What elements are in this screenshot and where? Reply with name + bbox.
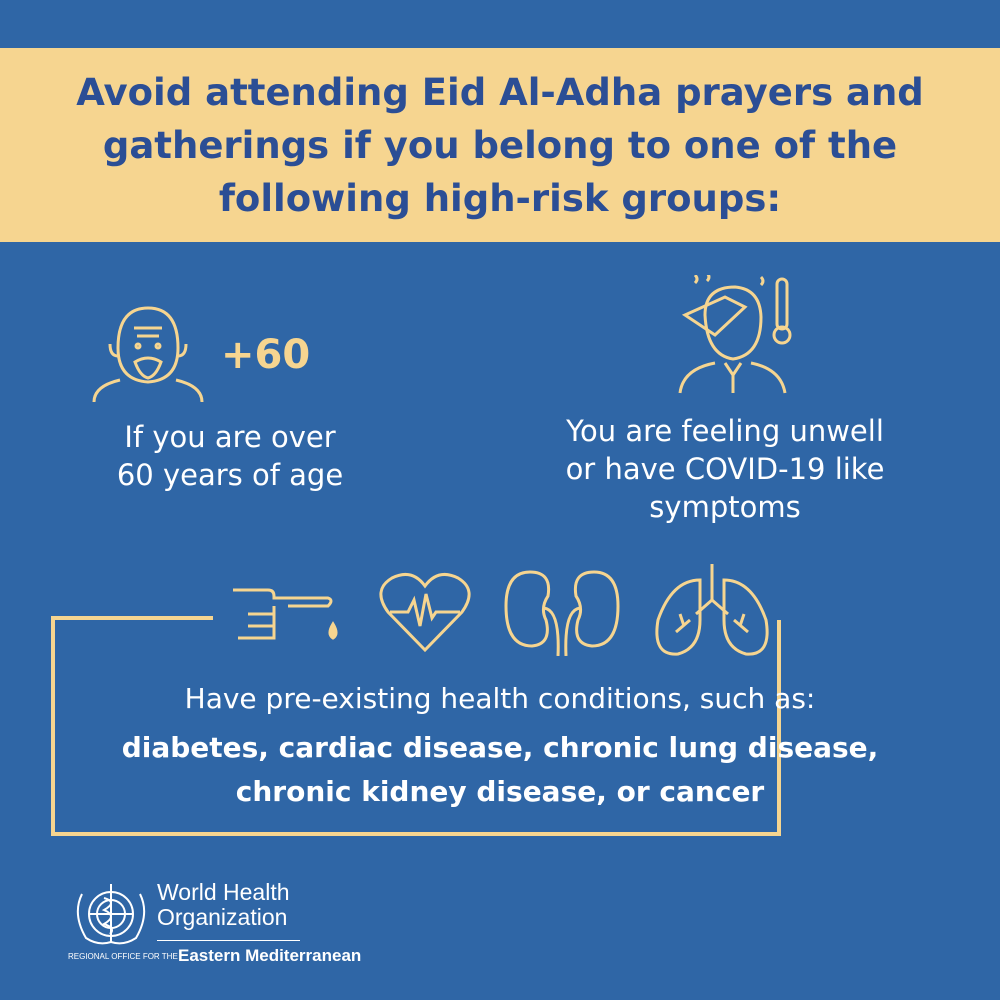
region-name: Eastern Mediterranean <box>178 946 362 965</box>
conditions-box <box>51 620 781 836</box>
who-emblem-icon <box>76 884 146 945</box>
unwell-text: You are feeling unwell or have COVID-19 … <box>520 412 930 526</box>
text-line: You are feeling unwell <box>566 414 884 448</box>
conditions-list: diabetes, cardiac disease, chronic lung … <box>40 726 960 814</box>
finger-blood-drop-icon <box>233 588 338 640</box>
conditions-intro: Have pre-existing health conditions, suc… <box>184 682 816 715</box>
divider <box>157 940 300 941</box>
header-banner: Avoid attending Eid Al-Adha prayers and … <box>0 48 1000 242</box>
age-text: If you are over 60 years of age <box>40 418 420 494</box>
text-line: diabetes, cardiac disease, chronic lung … <box>121 731 879 764</box>
text-line: or have COVID-19 like <box>565 452 885 486</box>
text-line: Organization <box>157 904 288 930</box>
sick-person-thermometer-icon <box>678 275 792 394</box>
text-line: 60 years of age <box>116 458 344 492</box>
elderly-person-icon <box>92 306 204 403</box>
regional-office-label: REGIONAL OFFICE FOR THE <box>68 952 178 961</box>
lungs-icon <box>655 564 769 656</box>
text-line: symptoms <box>649 490 801 524</box>
divider <box>51 616 213 620</box>
text-line: If you are over <box>124 420 336 454</box>
text-line: chronic kidney disease, or cancer <box>235 775 765 808</box>
who-name: World Health Organization <box>157 880 290 930</box>
age-badge: +60 <box>221 332 311 378</box>
kidneys-icon <box>504 570 620 656</box>
text-line: World Health <box>157 879 290 905</box>
page-title: Avoid attending Eid Al-Adha prayers and … <box>76 71 924 220</box>
heart-pulse-icon <box>379 572 471 653</box>
